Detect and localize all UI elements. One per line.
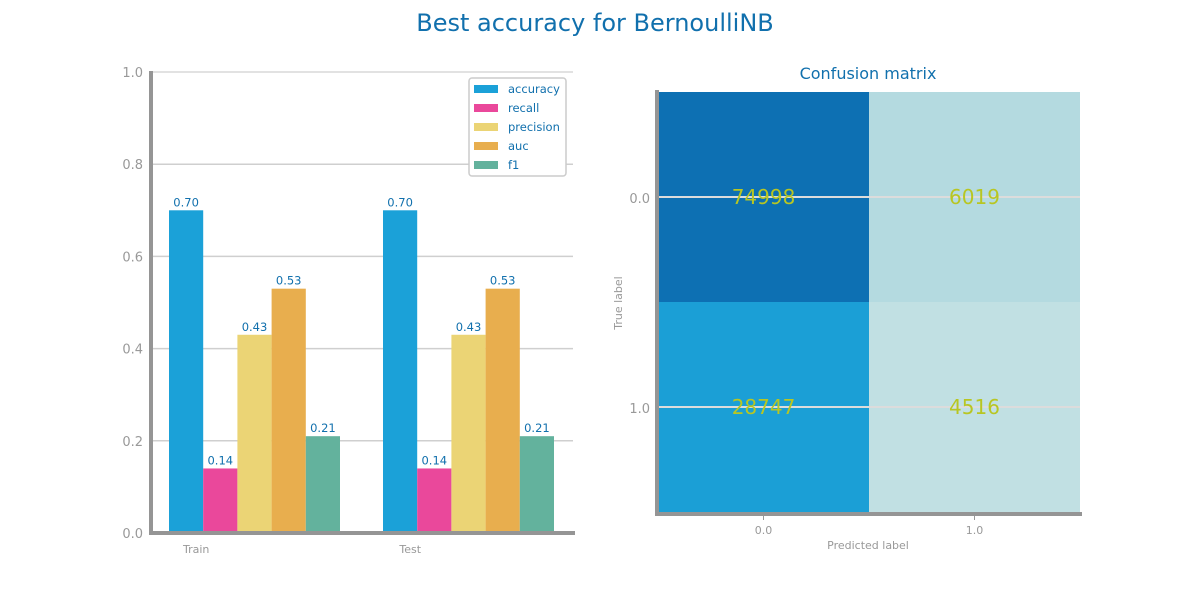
bar-value-label: 0.21 <box>310 421 336 435</box>
cm-x-tick-label: 1.0 <box>966 524 984 537</box>
legend-label-precision: precision <box>508 120 560 134</box>
bar-y-tick-label: 0.2 <box>122 435 143 450</box>
cm-value: 4516 <box>949 395 1000 419</box>
legend-swatch-auc <box>474 142 498 150</box>
bar-y-tick-label: 0.0 <box>122 527 143 542</box>
bar-value-label: 0.53 <box>276 274 302 288</box>
bar-accuracy-test <box>383 210 418 534</box>
cm-value: 28747 <box>732 395 796 419</box>
confusion-matrix-x-tick-labels: 0.0 1.0 <box>755 516 984 537</box>
bar-auc-train <box>271 288 306 533</box>
legend-swatch-recall <box>474 104 498 112</box>
legend-swatch-precision <box>474 123 498 131</box>
cm-y-tick-label: 1.0 <box>629 402 650 417</box>
legend-label-accuracy: accuracy <box>508 82 560 96</box>
legend-label-recall: recall <box>508 101 539 115</box>
cm-value: 74998 <box>732 185 796 209</box>
bar-y-tick-label: 0.4 <box>122 343 143 358</box>
bar-value-labels: 0.70 0.14 0.43 0.53 0.21 0.70 0.14 0.43 0.53 0.21 <box>173 195 549 467</box>
legend-swatch-accuracy <box>474 85 498 93</box>
legend-label-auc: auc <box>508 139 529 153</box>
bar-value-label: 0.14 <box>421 453 447 467</box>
bar-value-label: 0.14 <box>207 453 233 467</box>
legend: accuracy recall precision auc f1 <box>468 77 567 177</box>
bar-precision-test <box>451 334 486 533</box>
confusion-matrix-y-tick-labels: 0.0 1.0 <box>629 192 650 417</box>
confusion-matrix-gridlines <box>658 196 1080 408</box>
bar-f1-test <box>519 436 554 533</box>
cm-y-tick-label: 0.0 <box>629 192 650 207</box>
bar-x-tick-label: Test <box>398 543 421 556</box>
bar-value-label: 0.53 <box>490 274 516 288</box>
bar-x-tick-labels: Train Test <box>182 543 422 556</box>
bar-value-label: 0.43 <box>456 320 482 334</box>
cm-value: 6019 <box>949 185 1000 209</box>
cm-x-tick-label: 0.0 <box>755 524 773 537</box>
legend-swatch-f1 <box>474 161 498 169</box>
confusion-matrix-title: Confusion matrix <box>800 64 937 83</box>
legend-box <box>468 77 567 177</box>
bar-x-tick-label: Train <box>182 543 209 556</box>
confusion-matrix: Confusion matrix 74998 6019 28747 4516 0.0 1… <box>612 64 1082 552</box>
bar-recall-train <box>203 468 238 533</box>
confusion-matrix-cells <box>658 92 1080 512</box>
bar-recall-test <box>417 468 452 533</box>
confusion-matrix-axes <box>655 90 1082 516</box>
bar-y-tick-label: 0.8 <box>122 158 143 173</box>
bar-auc-test <box>485 288 520 533</box>
confusion-matrix-x-axis-label: Predicted label <box>827 539 909 552</box>
confusion-matrix-values: 74998 6019 28747 4516 <box>732 185 1000 419</box>
bar-axes <box>149 71 575 535</box>
bar-value-label: 0.70 <box>387 195 413 209</box>
legend-label-f1: f1 <box>508 158 519 172</box>
bar-value-label: 0.21 <box>524 421 550 435</box>
bar-value-label: 0.43 <box>242 320 268 334</box>
bar-precision-train <box>237 334 272 533</box>
bar-series <box>169 210 554 534</box>
bar-accuracy-train <box>169 210 204 534</box>
bar-f1-train <box>305 436 340 533</box>
figure-title: Best accuracy for BernoulliNB <box>416 9 774 37</box>
bar-y-tick-label: 0.6 <box>122 250 143 265</box>
bar-chart: 0.700.140.430.530.210.700.140.430.530.21… <box>122 66 575 556</box>
confusion-matrix-y-axis-label: True label <box>612 276 625 330</box>
bar-y-tick-labels: 0.0 0.2 0.4 0.6 0.8 1.0 <box>122 66 143 542</box>
bar-y-tick-label: 1.0 <box>122 66 143 81</box>
bar-value-label: 0.70 <box>173 195 199 209</box>
